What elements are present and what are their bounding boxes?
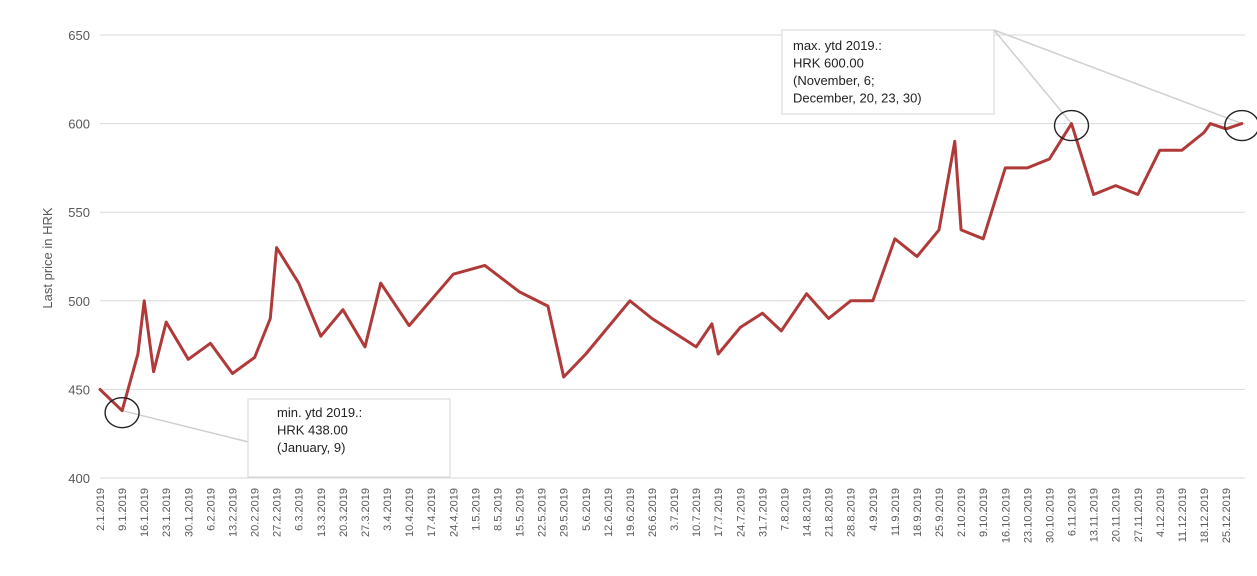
x-tick-label: 11.9.2019 [890,488,902,536]
x-tick-label: 7.8.2019 [779,488,791,531]
x-tick-label: 4.9.2019 [868,488,880,531]
annotation-text: (November, 6; [793,73,875,88]
x-tick-label: 17.7.2019 [713,488,725,537]
x-tick-label: 27.3.2019 [360,488,372,537]
x-tick-label: 10.4.2019 [404,488,416,537]
annotation-text: max. ytd 2019.: [793,38,882,53]
annotation-text: (January, 9) [277,440,345,455]
x-tick-label: 16.1.2019 [139,488,151,537]
x-tick-label: 30.10.2019 [1044,488,1056,543]
x-tick-label: 28.8.2019 [846,488,858,537]
x-tick-label: 27.2.2019 [272,488,284,537]
x-tick-label: 20.3.2019 [338,488,350,537]
annotation-leader [121,409,249,443]
x-tick-label: 26.6.2019 [647,488,659,537]
x-tick-label: 9.10.2019 [978,488,990,537]
gridlines [100,34,1245,479]
annotation-text: December, 20, 23, 30) [793,91,922,106]
annotation-box [781,29,995,115]
x-tick-label: 25.12.2019 [1221,488,1233,543]
x-tick-label: 18.12.2019 [1199,488,1211,543]
x-tick-label: 31.7.2019 [757,488,769,537]
annotation-box [247,398,451,478]
annotation-circle [104,396,140,429]
y-axis-title: Last price in HRK [40,207,55,308]
y-tick-label: 500 [68,294,90,309]
y-tick-label: 650 [68,28,90,43]
series-line [98,122,1244,413]
x-tick-label: 16.10.2019 [1000,488,1012,543]
y-tick-label: 600 [68,117,90,132]
x-tick-label: 14.8.2019 [802,488,814,537]
annotation-circles [104,109,1257,429]
x-tick-label: 3.4.2019 [382,488,394,531]
x-tick-label: 24.7.2019 [735,488,747,537]
x-tick-label: 6.2.2019 [205,488,217,531]
x-tick-label: 24.4.2019 [448,488,460,537]
x-tick-label: 20.11.2019 [1111,488,1123,542]
x-tick-label: 30.1.2019 [183,488,195,537]
annotation-circle [1053,109,1090,142]
x-tick-label: 13.11.2019 [1089,488,1101,542]
annotation-boxes: max. ytd 2019.: HRK 600.00 (November, 6; De… [247,29,995,478]
x-tick-label: 8.5.2019 [492,488,504,531]
x-tick-label: 3.7.2019 [669,488,681,531]
series-line-layer [98,122,1244,413]
y-tick-label: 450 [68,382,90,397]
x-tick-label: 10.7.2019 [691,488,703,537]
x-tick-label: 22.5.2019 [537,488,549,537]
x-tick-label: 27.11.2019 [1133,488,1145,542]
x-tick-label: 20.2.2019 [250,488,262,537]
x-tick-label: 23.10.2019 [1022,488,1034,543]
y-axis: 400 450 500 550 600 650 [68,28,90,486]
x-tick-label: 29.5.2019 [559,488,571,537]
y-tick-label: 400 [68,471,90,486]
x-tick-label: 19.6.2019 [625,488,637,537]
x-tick-label: 6.3.2019 [294,488,306,531]
x-tick-label: 9.1.2019 [117,488,129,531]
x-tick-label: 25.9.2019 [934,488,946,537]
x-tick-label: 21.8.2019 [824,488,836,537]
annotation-leaders [121,29,1243,443]
annotation-text: HRK 600.00 [793,56,864,71]
x-tick-label: 15.5.2019 [515,488,527,537]
x-tick-label: 5.6.2019 [581,488,593,531]
x-tick-label: 18.9.2019 [912,488,924,537]
x-tick-label: 2.10.2019 [956,488,968,537]
annotation-circle [1224,109,1257,142]
x-tick-label: 1.5.2019 [470,488,482,531]
annotation-text: HRK 438.00 [277,423,348,438]
x-tick-label: 12.6.2019 [603,488,615,537]
x-tick-label: 13.3.2019 [316,488,328,537]
x-tick-label: 17.4.2019 [426,488,438,537]
y-tick-label: 550 [68,205,90,220]
x-tick-label: 13.2.2019 [227,488,239,537]
x-tick-label: 2.1.2019 [95,488,107,531]
x-tick-label: 23.1.2019 [161,488,173,537]
annotation-leader [993,29,1073,125]
x-tick-label: 11.12.2019 [1177,488,1189,542]
x-tick-label: 4.12.2019 [1155,488,1167,537]
x-tick-label: 6.11.2019 [1067,488,1079,536]
annotation-text: min. ytd 2019.: [277,405,362,420]
x-axis: 2.1.2019 9.1.2019 16.1.2019 23.1.2019 30.1.2… [95,488,1233,543]
annotation-leader [993,29,1243,125]
